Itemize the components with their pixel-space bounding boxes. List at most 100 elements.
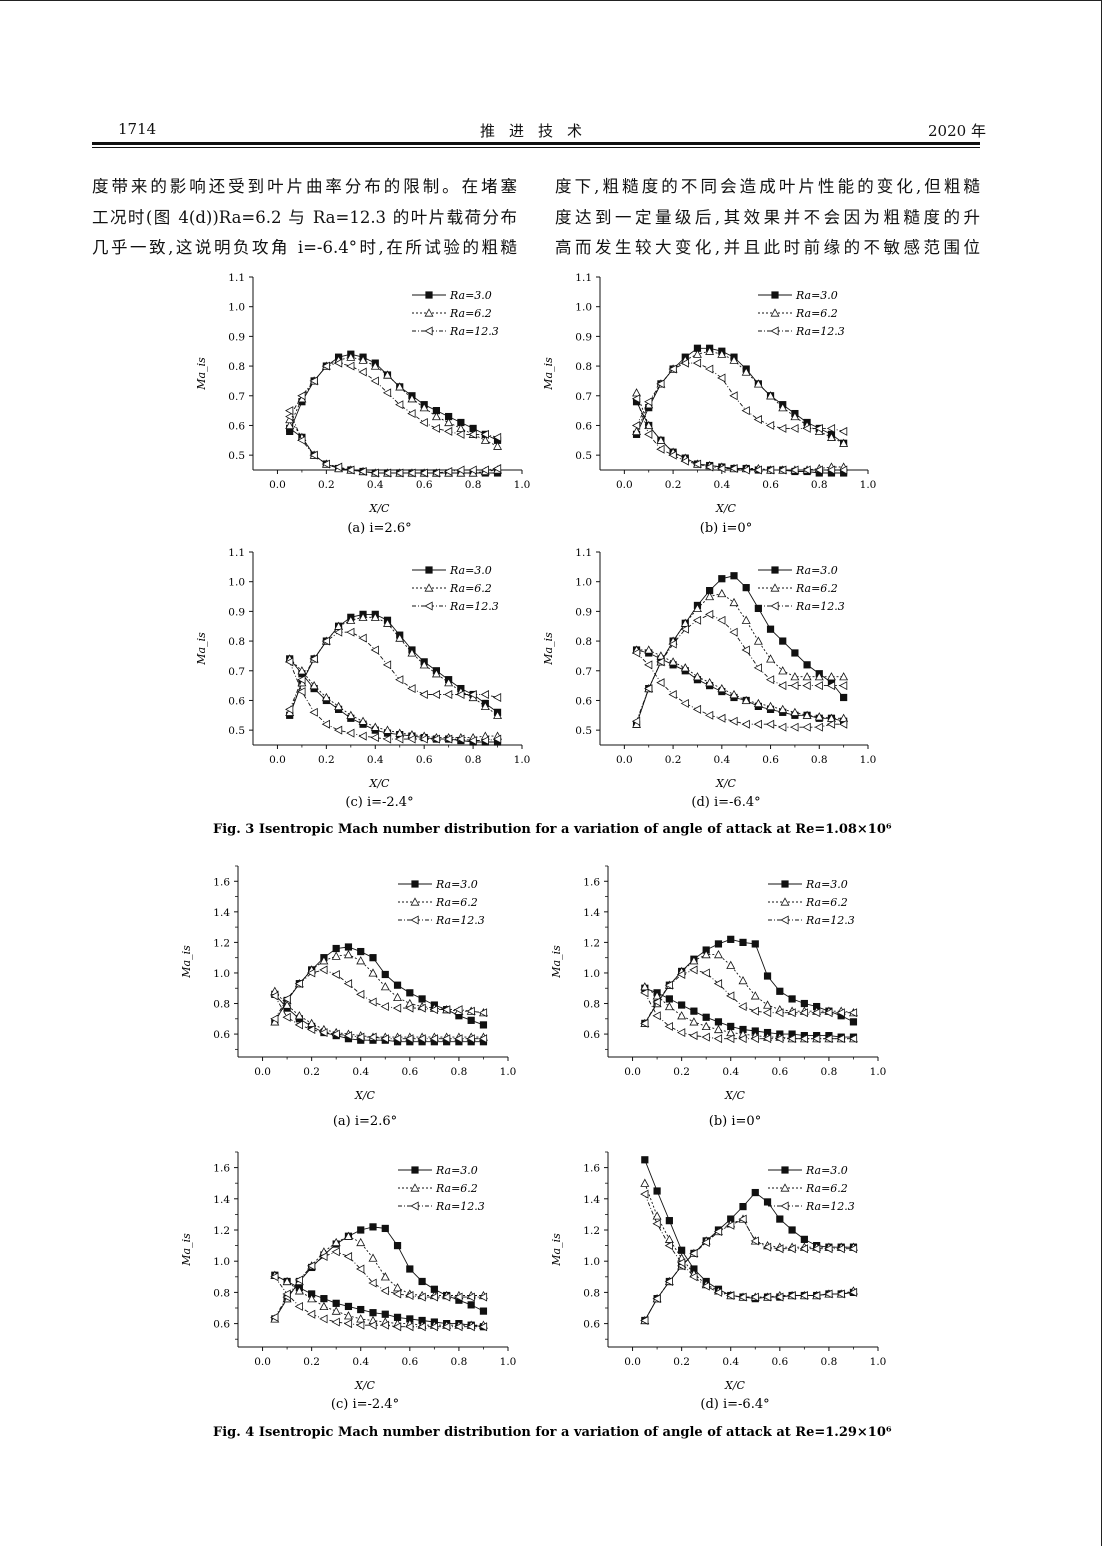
triangle-left-marker [811,1244,821,1254]
triangle-left-marker [285,657,294,667]
x-tick-label: 0.6 [401,1066,418,1078]
triangle-left-marker [775,1292,784,1302]
panel-caption: (c) i=-2.4° [331,1397,399,1412]
panel-caption: (b) i=0° [700,521,752,536]
triangle-marker [692,603,702,613]
triangle-left-marker [814,681,823,691]
square-marker [781,1166,789,1174]
triangle-left-marker [836,1289,845,1299]
triangle-marker [780,897,790,906]
triangle-left-marker [741,719,750,729]
triangle-left-marker [631,394,641,404]
x-axis-label: X/C [354,1089,376,1102]
triangle-marker [319,1301,329,1311]
square-marker [849,1018,858,1026]
triangle-left-marker [799,1291,808,1300]
body-column-left: 度带来的影响还受到叶片曲率分布的限制。在堵塞 工况时(图 4(d))Ra=6.2… [92,172,517,264]
triangle-marker [395,633,405,642]
x-tick-label: 1.0 [514,754,531,766]
square-marker [418,1277,426,1286]
triangle-left-marker [282,1289,291,1299]
triangle-left-marker [285,412,294,422]
y-tick-label: 0.6 [575,695,592,707]
triangle-marker [701,949,711,959]
legend-label: Ra=3.0 [805,1164,848,1177]
legend-label: Ra=3.0 [435,878,478,891]
x-tick-label: 0.6 [416,479,433,491]
y-tick-label: 0.7 [575,666,592,678]
triangle-left-marker [826,423,836,433]
triangle-left-marker [765,675,775,685]
triangle-left-marker [492,734,502,744]
triangle-marker [640,982,650,991]
square-marker [369,954,377,962]
triangle-left-marker [417,1322,426,1332]
square-marker [665,995,673,1003]
triangle-left-marker [478,1008,488,1018]
triangle-left-marker [321,459,330,469]
triangle-left-marker [294,1275,303,1285]
triangle-left-marker [656,657,665,667]
triangle-left-marker [270,991,279,1001]
triangle-marker [334,701,344,710]
triangle-left-marker [689,1248,698,1258]
text-line: 度带来的影响还受到叶片曲率分布的限制。在堵塞 [92,177,517,196]
triangle-left-marker [726,1220,735,1230]
square-marker [718,575,726,583]
y-tick-label: 1.0 [228,577,245,589]
triangle-left-marker [480,465,489,475]
square-marker [739,938,747,947]
y-tick-label: 0.7 [228,666,245,678]
triangle-marker [370,722,380,731]
body-column-right: 度下,粗糙度的不同会造成叶片性能的变化,但粗糙 度达到一定量级后,其效果并不会因… [555,172,980,264]
triangle-left-marker [424,601,433,611]
triangle-left-marker [713,1034,723,1044]
triangle-left-marker [701,1238,710,1247]
x-tick-label: 0.8 [811,754,828,766]
header-rule [92,142,980,145]
triangle-left-marker [346,728,355,738]
series-line [274,1226,484,1320]
triangle-left-marker [443,426,453,436]
series-line [274,990,484,1038]
triangle-marker [814,672,824,681]
triangle-left-marker [480,690,489,699]
x-tick-label: 0.4 [713,754,730,766]
y-axis-label: Ma_is [542,357,555,391]
x-tick-label: 1.0 [860,754,877,766]
triangle-marker [383,618,392,627]
triangle-left-marker [811,1034,821,1044]
triangle-left-marker [419,418,428,427]
legend-label: Ra=3.0 [795,564,838,577]
triangle-left-marker [297,435,306,445]
triangle-left-marker [429,1034,438,1044]
triangle-marker [677,1011,687,1020]
triangle-marker [307,1018,317,1027]
triangle-left-marker [753,663,762,673]
square-marker [702,1013,710,1021]
triangle-left-marker [392,1289,402,1299]
triangle-marker [356,956,366,965]
triangle-marker [407,394,417,403]
triangle-left-marker [680,358,689,368]
triangle-left-marker [343,1031,353,1041]
series-line [636,347,844,444]
triangle-left-marker [729,627,738,637]
triangle-marker [383,370,392,379]
triangle-left-marker [668,450,677,460]
triangle-marker [705,678,715,687]
triangle-marker [380,982,390,991]
triangle-left-marker [343,1252,353,1261]
x-tick-label: 0.6 [771,1066,788,1078]
triangle-left-marker [382,660,392,670]
triangle-marker [380,1272,390,1281]
text-line: 度达到一定量级后,其效果并不会因为粗糙度的升 [555,207,980,227]
triangle-marker [410,1183,420,1192]
triangle-left-marker [631,420,641,430]
panel-caption: (d) i=-6.4° [691,795,760,810]
triangle-left-marker [652,997,661,1007]
chart-panel: 0.5 0.6 0.7 0.8 0.9 1.0 1.1 0.0 0.2 0.4 0.6 0.8 1.0 X… [542,272,876,536]
square-marker [369,1309,377,1317]
triangle-left-marker [713,1227,723,1237]
triangle-left-marker [726,991,735,1001]
